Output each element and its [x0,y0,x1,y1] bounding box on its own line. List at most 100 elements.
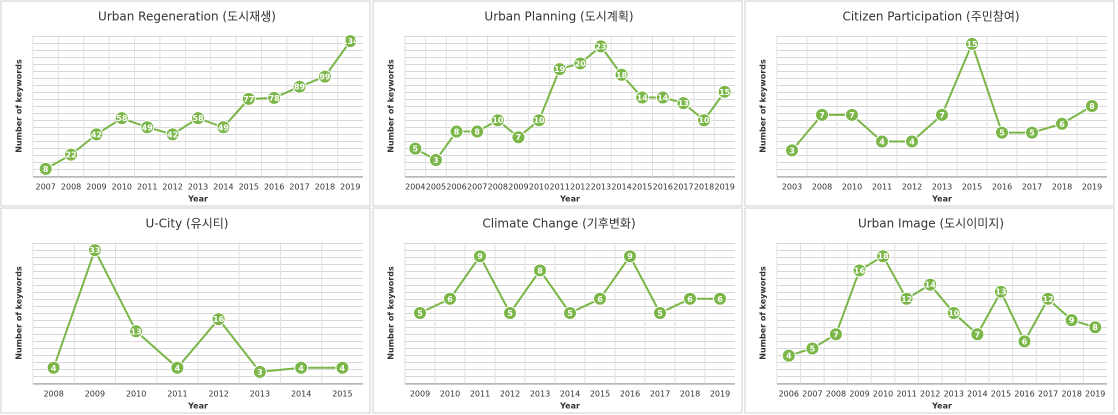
x-axis-label: Year [559,195,580,204]
y-axis-label: Number of keywords [387,266,396,360]
x-tick-label: 2015 [962,183,982,192]
data-label: 9 [1069,316,1075,325]
x-axis-label: Year [187,402,208,411]
data-label: 5 [507,309,513,318]
data-point [1085,99,1099,113]
data-label: 5 [999,129,1005,138]
x-tick-label: 2014 [967,390,987,399]
data-label: 13 [131,327,142,336]
data-label: 5 [810,345,816,354]
x-tick-label: 2018 [1061,390,1081,399]
data-point [140,120,155,135]
data-label: 10 [948,309,960,318]
data-point [317,69,332,84]
data-point [252,364,267,379]
y-axis-label: Number of keywords [759,59,768,153]
data-point [490,113,505,128]
x-tick-label: 2006 [779,390,799,399]
data-point [64,147,79,162]
data-point [995,125,1009,140]
data-label: 4 [879,138,885,147]
data-label: 4 [909,138,915,147]
x-tick-label: 2009 [86,183,106,192]
data-label: 8 [1092,323,1098,332]
x-tick-label: 2009 [849,390,869,399]
data-point [294,360,309,375]
data-point [593,39,608,54]
x-tick-label: 2011 [470,390,490,399]
data-label: 6 [1059,120,1065,129]
data-label: 15 [966,40,978,49]
data-label: 4 [298,364,304,373]
data-point [683,291,697,306]
x-tick-label: 2005 [426,183,446,192]
x-tick-label: 2016 [264,183,284,192]
x-tick-label: 2009 [410,390,430,399]
x-tick-label: 2010 [529,183,549,192]
data-label: 16 [854,266,866,275]
data-label: 22 [66,151,77,160]
chart-title: Urban Regeneration (도시재생) [98,10,276,24]
data-point [470,124,485,139]
x-tick-label: 2011 [872,183,892,192]
data-point [503,306,517,320]
data-label: 8 [1089,102,1095,111]
x-tick-label: 2014 [291,390,311,399]
data-label: 14 [925,281,937,290]
x-tick-label: 2013 [944,390,964,399]
data-point [655,90,670,105]
data-label: 49 [142,123,154,132]
x-tick-label: 2012 [208,390,228,399]
data-label: 3 [433,156,439,165]
y-axis-label: Number of keywords [759,266,768,360]
chart-title: Urban Planning (도시계획) [484,10,633,24]
data-point [653,306,667,320]
x-tick-label: 2016 [992,183,1012,192]
data-point [449,124,464,139]
chart-title: Citizen Participation (주민참여) [842,10,1019,24]
data-point [473,249,487,264]
x-tick-label: 2019 [340,183,360,192]
data-label: 7 [849,111,855,120]
data-point [443,291,457,306]
x-tick-label: 2008 [43,390,63,399]
data-point [815,107,829,122]
data-point [129,324,144,339]
data-label: 6 [1022,337,1028,346]
x-axis-label: Year [931,402,952,411]
data-point [292,79,307,94]
data-label: 10 [698,116,710,125]
x-tick-label: 2014 [213,183,233,192]
x-tick-label: 2017 [650,390,670,399]
data-point [875,134,889,149]
x-axis-label: Year [559,402,580,411]
data-point [408,141,423,156]
x-tick-label: 2010 [842,183,862,192]
data-point [413,306,427,320]
x-tick-label: 2017 [673,183,693,192]
data-point [343,34,358,49]
x-tick-label: 2003 [782,183,802,192]
data-label: 15 [719,88,731,97]
data-point [1064,313,1079,328]
data-point [114,111,129,126]
x-tick-label: 2012 [902,183,922,192]
x-tick-label: 2019 [710,390,730,399]
x-tick-label: 2014 [611,183,631,192]
y-axis-label: Number of keywords [15,266,24,360]
data-label: 58 [192,114,204,123]
data-point [1017,334,1032,349]
data-point [828,327,843,342]
data-label: 7 [939,111,945,120]
x-tick-label: 2015 [991,390,1011,399]
data-label: 33 [89,246,100,255]
data-point [717,84,732,99]
x-tick-label: 2007 [467,183,487,192]
data-label: 77 [243,95,254,104]
data-point [38,161,53,176]
x-tick-label: 2004 [405,183,425,192]
data-label: 4 [175,364,181,373]
data-label: 6 [687,295,693,304]
data-point [970,327,985,342]
data-point [845,107,859,122]
